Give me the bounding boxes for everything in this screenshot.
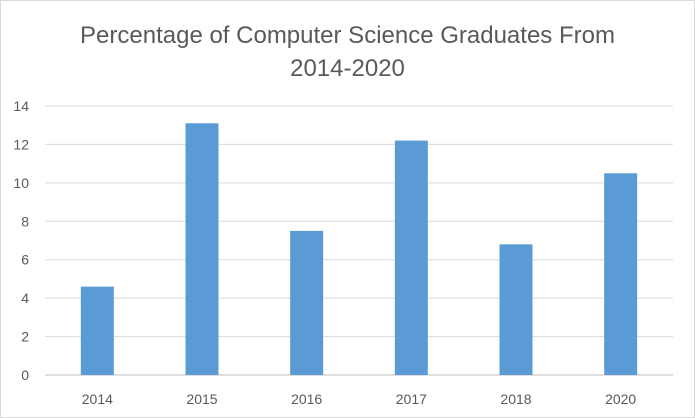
y-tick-label: 6 — [21, 252, 29, 268]
chart-title-line-1: Percentage of Computer Science Graduates… — [80, 22, 615, 49]
y-tick-label: 0 — [21, 367, 29, 383]
y-tick-label: 4 — [21, 290, 29, 306]
chart-title-line-2: 2014-2020 — [290, 55, 405, 82]
x-tick-label: 2014 — [82, 391, 113, 407]
bar-2016 — [290, 230, 324, 375]
x-tick-label: 2020 — [605, 391, 636, 407]
x-tick-label: 2016 — [291, 391, 322, 407]
x-tick-label: 2017 — [396, 391, 427, 407]
y-tick-label: 14 — [13, 98, 29, 114]
x-tick-label: 2015 — [186, 391, 217, 407]
y-tick-label: 8 — [21, 213, 29, 229]
y-tick-label: 2 — [21, 329, 29, 345]
bar-2015 — [185, 123, 219, 376]
bar-2018 — [499, 244, 533, 375]
chart-title: Percentage of Computer Science Graduates… — [1, 19, 694, 85]
bar-2014 — [80, 286, 114, 375]
x-tick-label: 2018 — [500, 391, 531, 407]
bar-2020 — [604, 173, 638, 375]
y-tick-label: 12 — [13, 136, 29, 152]
y-tick-label: 10 — [13, 175, 29, 191]
bar-2017 — [394, 140, 428, 375]
